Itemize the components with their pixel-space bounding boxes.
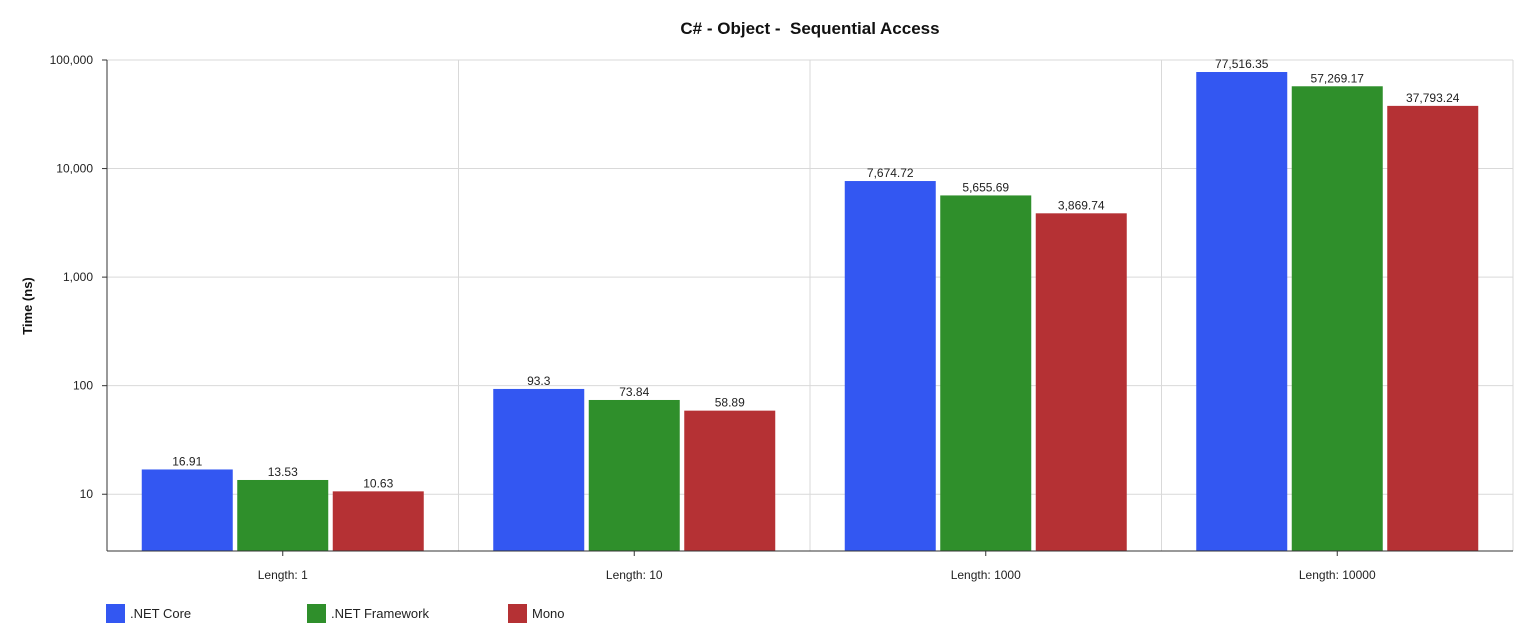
bar-value-label: 5,655.69 — [962, 180, 1009, 194]
legend-swatch — [307, 603, 326, 623]
legend-label: Mono — [532, 605, 565, 621]
bar — [1196, 72, 1288, 551]
bar — [844, 181, 936, 552]
bar-value-label: 57,269.17 — [1311, 71, 1365, 85]
bar-value-label: 10.63 — [363, 476, 393, 490]
axes — [106, 60, 1513, 552]
bar — [1387, 105, 1479, 551]
bar — [332, 491, 424, 551]
y-tick-label: 10 — [80, 487, 94, 501]
bar — [1291, 86, 1383, 551]
bar-value-label: 7,674.72 — [867, 166, 914, 180]
bar — [493, 388, 585, 551]
legend-swatch — [508, 603, 527, 623]
legend-item[interactable]: .NET Framework — [307, 603, 429, 623]
x-tick-label: Length: 1000 — [951, 568, 1021, 582]
y-tick-label: 100 — [73, 379, 93, 393]
bar-value-label: 16.91 — [172, 454, 202, 468]
legend-label: .NET Framework — [331, 605, 429, 621]
bar — [588, 399, 680, 551]
legend-item[interactable]: Mono — [508, 603, 565, 623]
value-labels: 16.91 93.3 7,674.72 77,516.35 13.53 73.84 5,65… — [172, 57, 1460, 490]
bar-value-label: 73.84 — [619, 385, 649, 399]
legend-swatch — [106, 603, 125, 623]
y-tick-labels: 10 100 1,000 10,000 100,000 — [50, 53, 107, 501]
y-axis-label: Time (ns) — [20, 277, 35, 335]
legend-item[interactable]: .NET Core — [106, 603, 191, 623]
bar — [1035, 213, 1127, 551]
bar — [684, 410, 776, 551]
bar — [141, 469, 233, 551]
bar-value-label: 77,516.35 — [1215, 57, 1269, 71]
chart-title: C# - Object - Sequential Access — [680, 19, 939, 38]
bar-value-label: 13.53 — [268, 465, 298, 479]
bar-value-label: 37,793.24 — [1406, 91, 1460, 105]
bar-value-label: 3,869.74 — [1058, 198, 1105, 212]
bar-value-label: 58.89 — [715, 396, 745, 410]
legend-label: .NET Core — [130, 605, 192, 621]
x-tick-label: Length: 10 — [606, 568, 663, 582]
bars — [141, 72, 1479, 552]
bar — [940, 195, 1032, 551]
y-tick-label: 10,000 — [56, 162, 93, 176]
x-tick-labels: Length: 1 Length: 10 Length: 1000 Length: 1… — [258, 551, 1376, 582]
y-tick-label: 100,000 — [50, 53, 94, 67]
bar — [237, 479, 329, 551]
x-tick-label: Length: 1 — [258, 568, 308, 582]
bar-value-label: 93.3 — [527, 374, 551, 388]
x-tick-label: Length: 10000 — [1299, 568, 1376, 582]
y-tick-label: 1,000 — [63, 270, 93, 284]
